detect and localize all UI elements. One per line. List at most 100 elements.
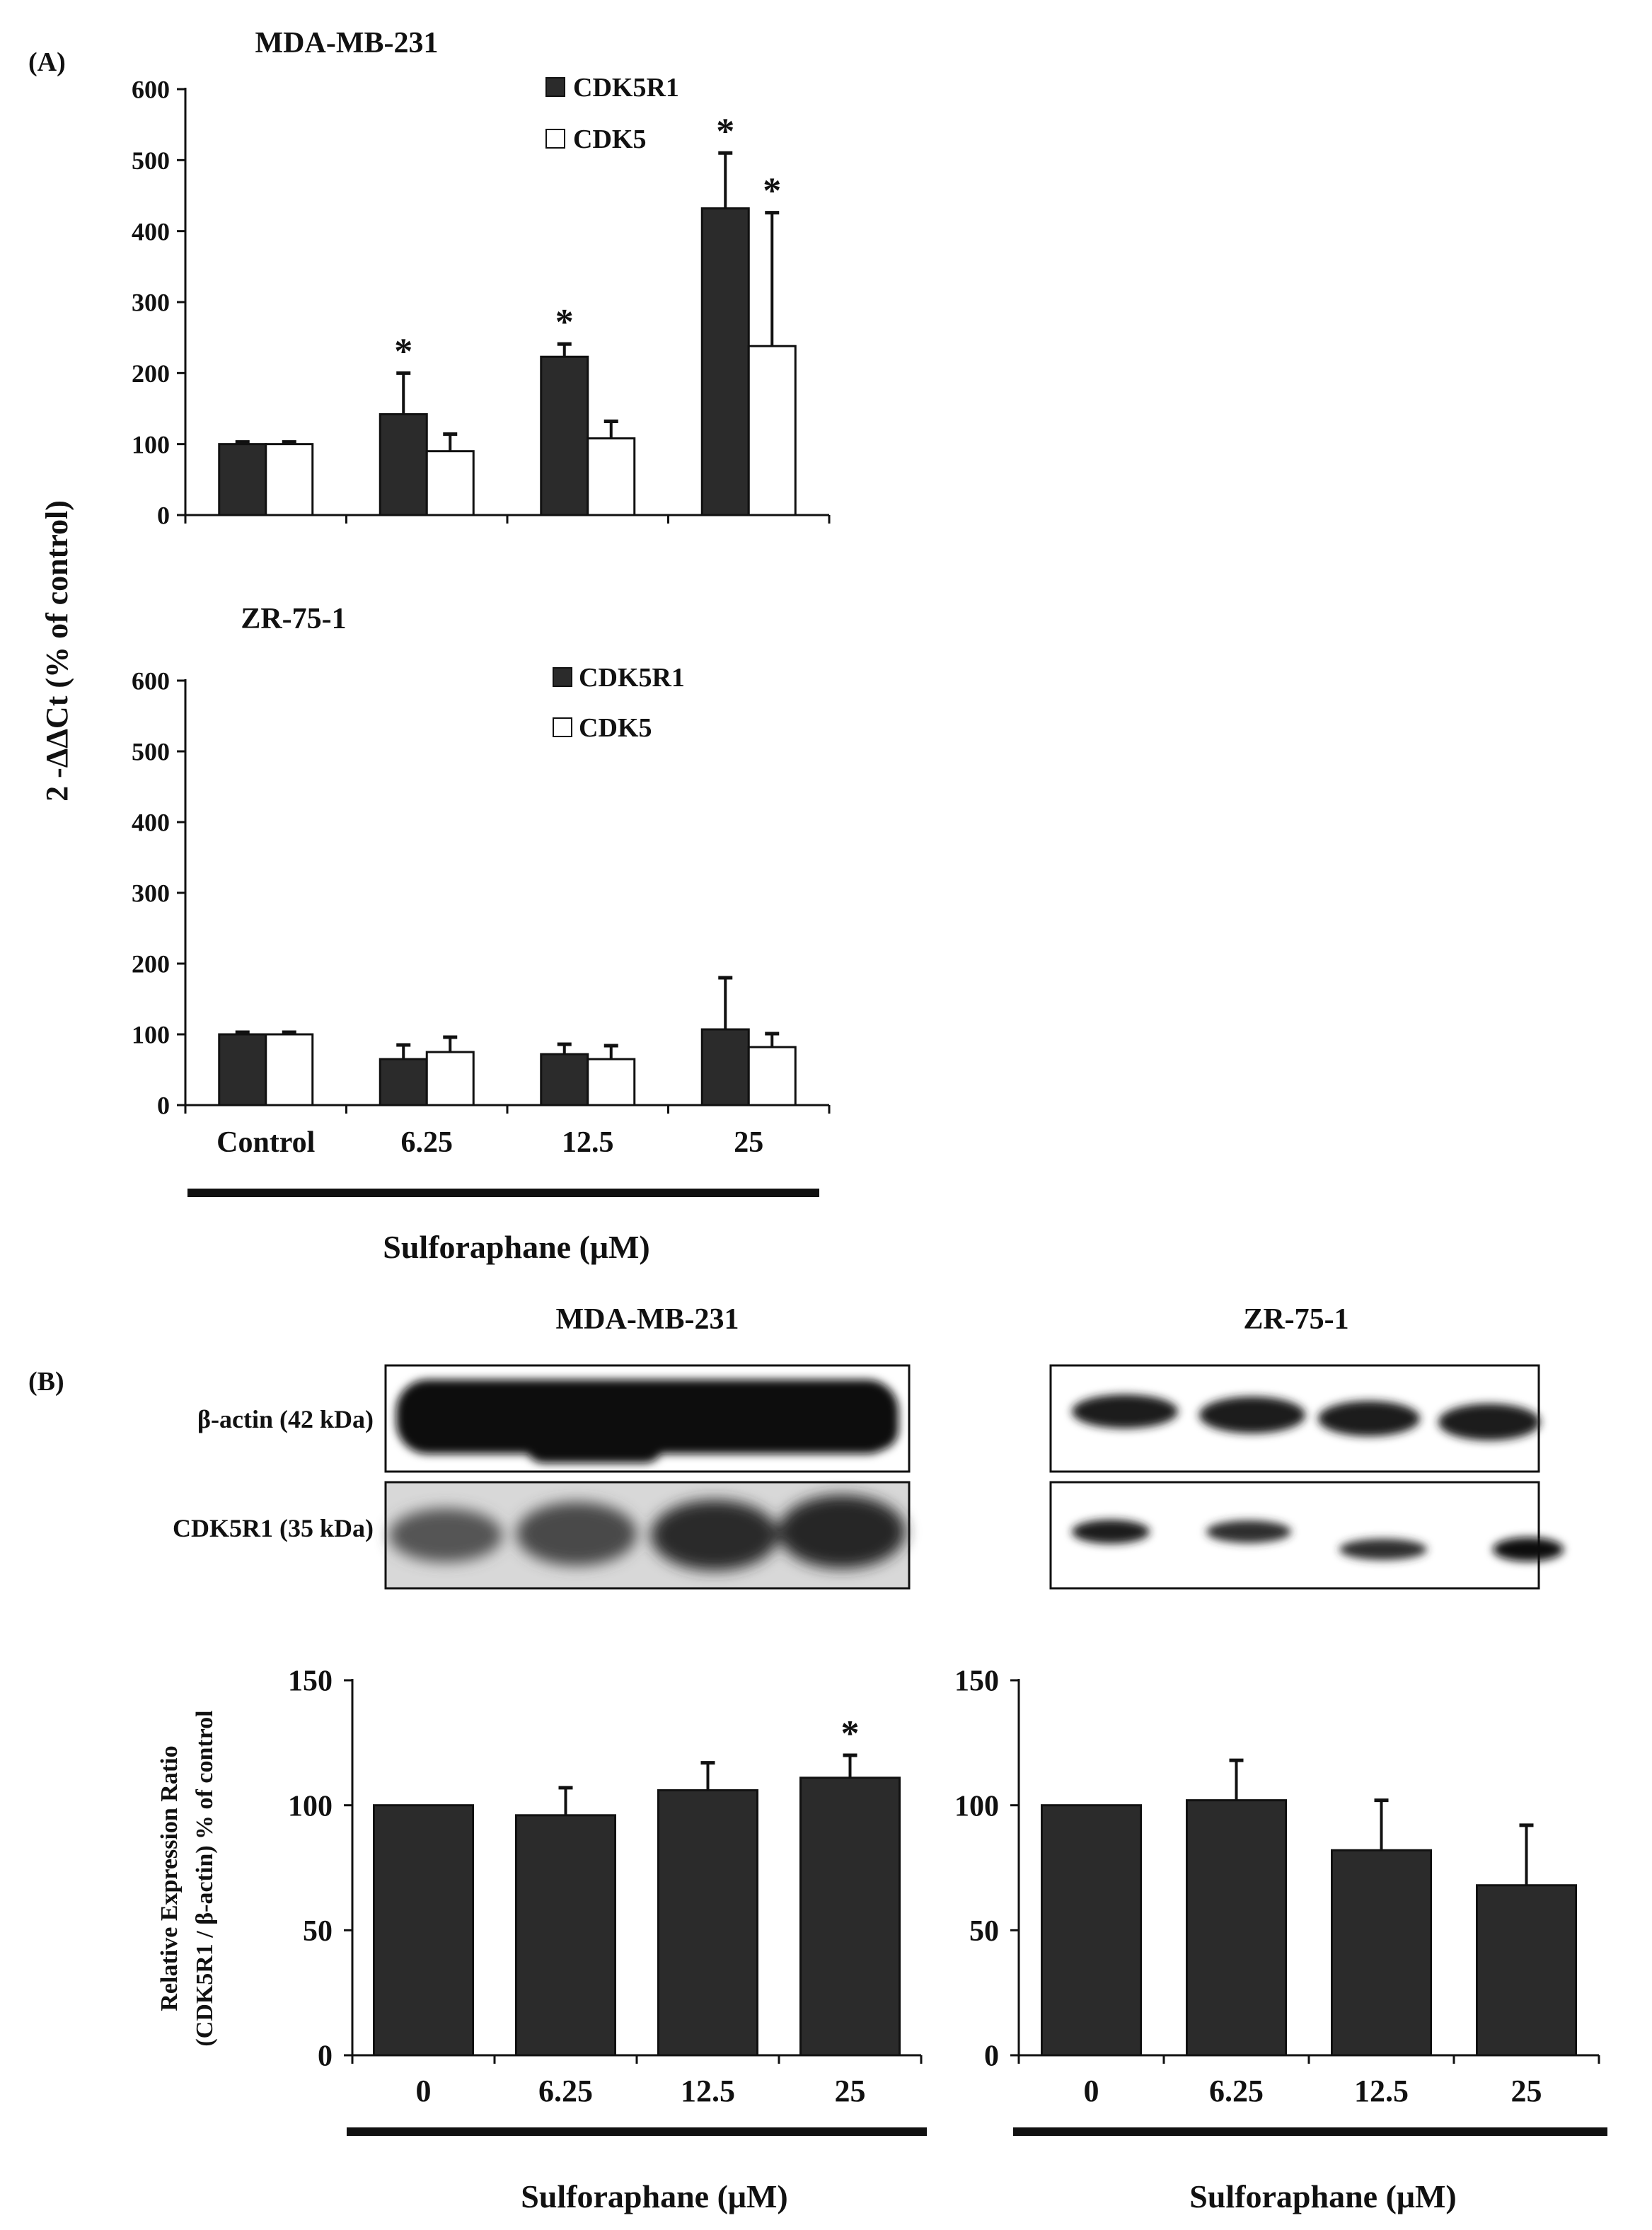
legend-label-cdk5r1: CDK5R1: [579, 663, 685, 693]
y-tick-label: 600: [132, 667, 170, 695]
bar: [587, 437, 636, 516]
blot-band: [764, 1394, 899, 1450]
y-tick-label: 0: [318, 2040, 333, 2073]
blot-band: [389, 1508, 502, 1562]
chart-a-top-legend: CDK5R1 CDK5: [545, 73, 679, 154]
bar: [218, 443, 267, 516]
bar: [265, 443, 314, 516]
x-category-label: 12.5: [562, 1126, 614, 1159]
bar: [1186, 1799, 1287, 2057]
panel-b-ylabel-1: Relative Expression Ratio: [156, 1745, 183, 2011]
band-label-actin: β-actin (42 kDa): [197, 1405, 374, 1433]
x-category-label: 12.5: [1354, 2074, 1409, 2108]
y-tick-label: 200: [132, 359, 170, 388]
blot-mda-cdk5r1: [384, 1481, 911, 1590]
y-tick-label: 50: [969, 1915, 999, 1948]
chart-a-top: MDA-MB-231 CDK5R1 CDK5 0 100 200 300 400 500 6…: [132, 27, 831, 530]
significance-star: *: [841, 1714, 860, 1754]
bar: [540, 355, 589, 516]
y-tick-label: 0: [157, 502, 170, 530]
y-tick-label: 100: [954, 1790, 999, 1822]
panel-a-xlabel: Sulforaphane (μM): [383, 1229, 649, 1265]
bar: [1331, 1849, 1432, 2057]
blot-band: [1072, 1394, 1178, 1428]
y-tick-label: 400: [132, 217, 170, 245]
blot-band: [778, 1495, 906, 1568]
bar: [265, 1033, 314, 1107]
legend-swatch-cdk5: [545, 129, 565, 149]
legend-swatch-cdk5: [553, 717, 572, 737]
blot-zr-actin: [1049, 1364, 1540, 1473]
y-tick-label: 100: [132, 1021, 170, 1049]
panel-b-left-xaxis-bracket: [347, 2127, 927, 2136]
bar: [747, 345, 797, 516]
x-category-label: 6.25: [401, 1126, 454, 1159]
y-tick-label: 100: [132, 430, 170, 458]
bar: [747, 1046, 797, 1107]
blot-band: [1339, 1539, 1427, 1560]
legend-swatch-cdk5r1: [545, 77, 565, 97]
significance-star: *: [716, 111, 734, 151]
panel-a-ylabel: 2 -ΔΔCt (% of control): [40, 500, 74, 802]
y-tick-label: 150: [954, 1665, 999, 1698]
y-tick-label: 100: [288, 1790, 333, 1822]
x-category-label: 25: [1511, 2074, 1542, 2108]
y-tick-label: 300: [132, 879, 170, 908]
y-tick-label: 500: [132, 146, 170, 175]
bar: [425, 450, 475, 516]
chart-b-left: 0 50 100 150 * 0 6.25 12.5 25: [288, 1665, 923, 2108]
legend-label-cdk5: CDK5: [579, 713, 652, 743]
band-label-cdk5r1: CDK5R1 (35 kDa): [173, 1514, 374, 1542]
y-tick-label: 500: [132, 738, 170, 766]
bar: [1476, 1884, 1577, 2057]
blot-band: [516, 1502, 637, 1566]
bar: [657, 1789, 758, 2057]
y-tick-label: 400: [132, 809, 170, 837]
panel-b-right-xaxis-bracket: [1013, 2127, 1607, 2136]
x-category-label: 6.25: [1209, 2074, 1264, 2108]
bar: [540, 1053, 589, 1107]
x-category-label: 25: [835, 2074, 866, 2108]
chart-a-top-title: MDA-MB-231: [255, 27, 439, 59]
blot-band: [1199, 1397, 1305, 1433]
bar: [379, 1058, 428, 1107]
legend-swatch-cdk5r1: [553, 667, 572, 687]
panel-b-ylabel-2: (CDK5R1 / β-actin) % of control: [192, 1710, 218, 2046]
bar: [1041, 1804, 1142, 2057]
y-tick-label: 300: [132, 289, 170, 317]
chart-a-top-marks: 0 100 200 300 400 500 600 * * * *: [132, 76, 831, 530]
bar: [700, 1028, 750, 1107]
chart-a-bottom-marks: 0 100 200 300 400 500 600 Control 6.25 12.5 25: [132, 667, 831, 1159]
bar: [799, 1777, 901, 2057]
blot-band: [524, 1408, 665, 1463]
panel-a-xaxis-bracket: [187, 1189, 819, 1197]
bar: [373, 1804, 474, 2057]
x-category-label: 25: [734, 1126, 763, 1159]
bar: [379, 413, 428, 516]
y-tick-label: 0: [157, 1092, 170, 1120]
blot-band: [651, 1500, 778, 1571]
x-category-label: 0: [416, 2074, 432, 2108]
y-tick-label: 50: [303, 1915, 333, 1948]
panel-b-label: (B): [28, 1367, 64, 1397]
blot-title-mda: MDA-MB-231: [556, 1303, 739, 1336]
chart-a-bottom-title: ZR-75-1: [241, 603, 346, 635]
significance-star: *: [394, 331, 412, 371]
blot-band: [1493, 1537, 1564, 1561]
y-tick-label: 150: [288, 1665, 333, 1698]
x-category-label: 0: [1084, 2074, 1099, 2108]
panel-b-right-xlabel: Sulforaphane (μM): [1189, 2178, 1456, 2214]
x-category-label: Control: [216, 1126, 315, 1159]
panel-b-left-xlabel: Sulforaphane (μM): [521, 2178, 787, 2214]
blot-band: [1438, 1404, 1540, 1440]
y-tick-label: 600: [132, 76, 170, 104]
chart-a-bottom: ZR-75-1 CDK5R1 CDK5 0 100 200 300 400 500 600 C…: [132, 603, 831, 1159]
blot-title-zr: ZR-75-1: [1243, 1303, 1348, 1336]
bar: [587, 1058, 636, 1107]
significance-star: *: [555, 302, 574, 342]
x-category-label: 6.25: [538, 2074, 593, 2108]
x-category-label: 12.5: [681, 2074, 735, 2108]
legend-label-cdk5r1: CDK5R1: [573, 73, 679, 103]
panel-a-label: (A): [28, 47, 66, 77]
